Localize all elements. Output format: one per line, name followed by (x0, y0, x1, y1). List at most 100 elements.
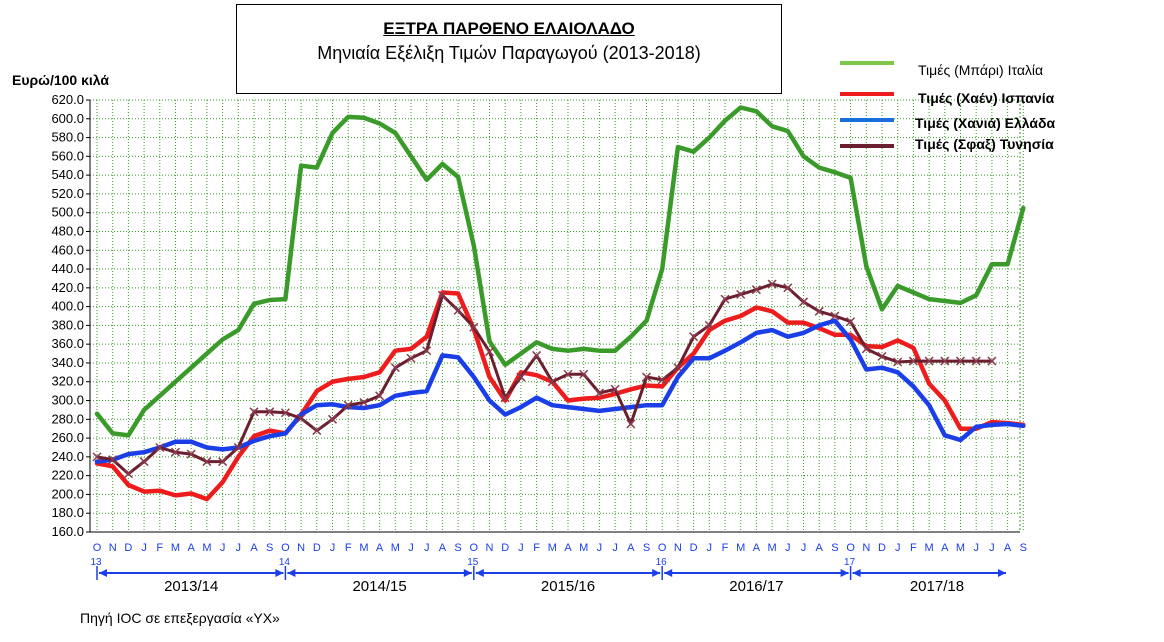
data-point (500, 393, 510, 403)
y-tick-label: 360.0 (51, 336, 84, 351)
legend-label-greece: Τιμές (Χανιά) Ελλάδα (915, 115, 1056, 131)
x-tick-label: J (612, 542, 618, 554)
data-point (689, 332, 699, 342)
x-tick-label: A (250, 542, 258, 554)
title-box: ΕΞΤΡΑ ΠΑΡΘΕΝΟ ΕΛΑΙΟΛΑΔΟ Μηνιαία Εξέλιξη … (236, 4, 782, 94)
x-tick-label: F (156, 542, 163, 554)
x-tick-label: A (376, 542, 384, 554)
data-point (296, 413, 306, 423)
x-tick-label: O (658, 542, 667, 554)
data-point (704, 320, 714, 330)
y-tick-label: 400.0 (51, 299, 84, 314)
x-tick-label: J (895, 542, 901, 554)
x-tick-label: J (408, 542, 414, 554)
x-tick-label: O (470, 542, 479, 554)
x-tick-label: A (188, 542, 196, 554)
x-tick-label: D (878, 542, 886, 554)
x-tick-label: J (989, 542, 995, 554)
data-point (594, 388, 604, 398)
season-arrow-head-left (475, 569, 484, 577)
y-tick-label: 480.0 (51, 223, 84, 238)
y-tick-label: 460.0 (51, 242, 84, 257)
year-marker-label: 15 (467, 557, 479, 568)
x-tick-label: N (862, 542, 870, 554)
data-point (955, 356, 966, 366)
y-tick-label: 580.0 (51, 130, 84, 145)
legend-label-italy: Τιμές (Μπάρι) Ιταλία (918, 62, 1044, 78)
x-tick-label: S (1020, 542, 1027, 554)
x-tick-label: N (486, 542, 494, 554)
season-label: 2013/14 (164, 578, 218, 595)
series-line-3 (95, 282, 994, 476)
season-arrow-head-left (852, 569, 861, 577)
season-label: 2016/17 (729, 578, 783, 595)
season-arrow-head-left (287, 569, 296, 577)
data-point (877, 351, 887, 361)
chart-subtitle: Μηνιαία Εξέλιξη Τιμών Παραγωγού (2013-20… (317, 43, 701, 63)
data-point (139, 457, 149, 467)
data-point (893, 357, 903, 367)
x-tick-label: M (579, 542, 588, 554)
data-point (186, 449, 196, 459)
x-tick-label: A (627, 542, 635, 554)
series-line-0 (94, 105, 1026, 438)
y-tick-label: 260.0 (51, 430, 84, 445)
y-tick-label: 200.0 (51, 486, 84, 501)
y-tick-label: 620.0 (51, 92, 84, 107)
year-marker-label: 13 (90, 557, 102, 568)
season-label: 2014/15 (352, 578, 406, 595)
data-point (359, 397, 369, 407)
x-tick-label: D (313, 542, 321, 554)
data-point (437, 290, 447, 300)
data-point (987, 356, 997, 366)
data-point (406, 353, 416, 363)
y-tick-label: 600.0 (51, 111, 84, 126)
data-point (736, 289, 746, 299)
data-point (170, 447, 181, 457)
x-tick-label: F (533, 542, 540, 554)
data-point (846, 317, 856, 327)
x-tick-label: A (816, 542, 824, 554)
y-tick-label: 500.0 (51, 205, 84, 220)
x-tick-label: M (956, 542, 965, 554)
y-tick-label: 300.0 (51, 393, 84, 408)
data-point (673, 363, 683, 373)
source-note: Πηγή IOC σε επεξεργασία «ΥΧ» (80, 610, 280, 626)
data-point (767, 279, 777, 289)
x-tick-label: J (220, 542, 226, 554)
x-tick-label: O (281, 542, 290, 554)
data-point (390, 363, 400, 373)
y-tick-label: 220.0 (51, 468, 84, 483)
data-point (610, 384, 620, 394)
data-point (720, 294, 730, 304)
data-point (924, 356, 934, 366)
x-tick-label: M (768, 542, 777, 554)
y-tick-label: 420.0 (51, 280, 84, 295)
legend-label-spain: Τιμές (Χαέν) Ισπανία (918, 90, 1055, 106)
x-tick-label: N (297, 542, 305, 554)
x-tick-label: A (753, 542, 761, 554)
y-axis-unit-label: Ευρώ/100 κιλά (12, 72, 110, 88)
y-tick-label: 280.0 (51, 411, 84, 426)
x-tick-label: J (973, 542, 979, 554)
x-tick-label: M (391, 542, 400, 554)
season-arrow-head-right (463, 569, 472, 577)
data-point (218, 457, 228, 467)
x-tick-label: J (707, 542, 713, 554)
season-arrow-head-right (275, 569, 284, 577)
x-tick-label: S (831, 542, 838, 554)
data-point (422, 346, 432, 356)
x-tick-label: M (359, 542, 368, 554)
x-tick-label: S (266, 542, 273, 554)
data-point (155, 442, 165, 453)
data-point (814, 306, 824, 316)
x-tick-label: D (124, 542, 132, 554)
data-point (783, 283, 793, 293)
x-tick-label: M (548, 542, 557, 554)
season-label: 2015/16 (541, 578, 595, 595)
x-tick-label: N (109, 542, 117, 554)
data-point (265, 407, 275, 417)
data-point (861, 344, 871, 354)
y-tick-label: 380.0 (51, 317, 84, 332)
y-tick-label: 540.0 (51, 167, 84, 182)
